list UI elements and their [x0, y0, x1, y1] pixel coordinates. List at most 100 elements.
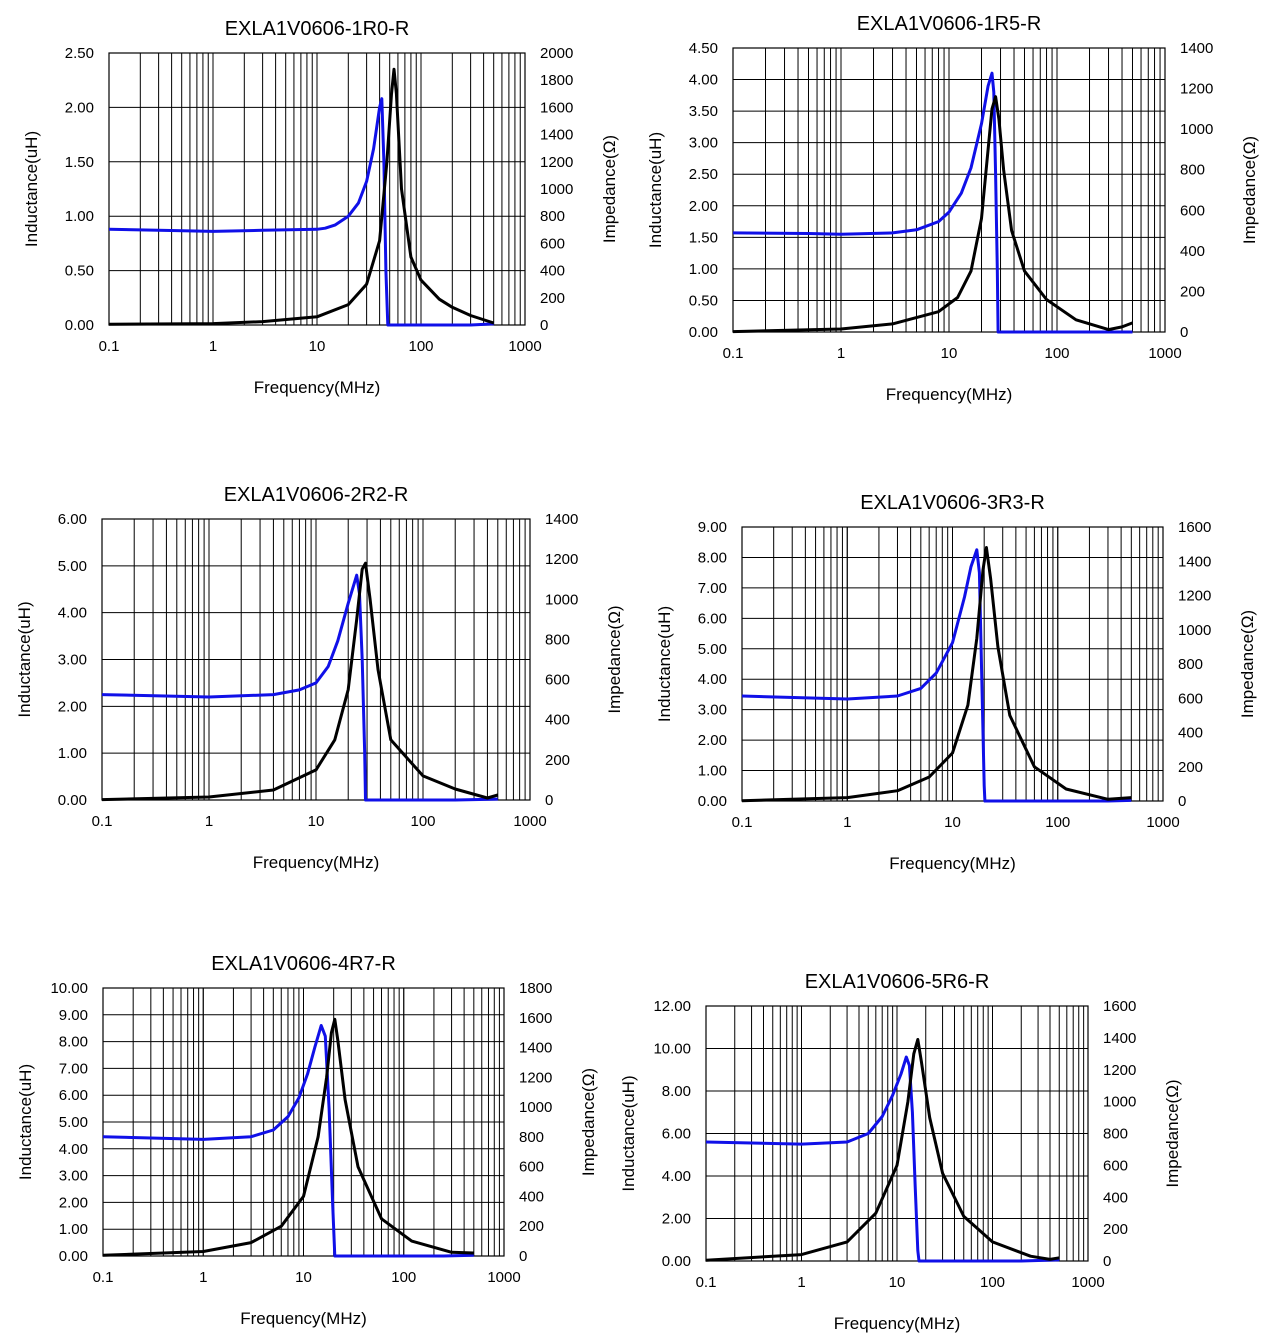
- y-left-tick-label: 6.00: [58, 511, 87, 528]
- y-right-tick-label: 1400: [540, 127, 573, 144]
- y-right-tick-label: 1400: [519, 1040, 552, 1057]
- y-right-axis-label: Impedance(Ω): [1238, 610, 1257, 718]
- y-right-tick-label: 1400: [545, 511, 578, 528]
- y-right-tick-label: 1000: [545, 591, 578, 608]
- x-tick-label: 0.1: [696, 1274, 717, 1291]
- y-right-tick-label: 1000: [540, 181, 573, 198]
- y-right-tick-label: 1400: [1103, 1030, 1136, 1047]
- y-right-tick-label: 0: [1180, 324, 1188, 341]
- y-left-tick-label: 1.00: [58, 745, 87, 762]
- x-tick-label: 0.1: [93, 1269, 114, 1286]
- y-right-tick-label: 400: [1178, 725, 1203, 742]
- chart-4: 0.00 1.00 2.00 3.00 4.00 5.00 6.00 7.00 8.00 9.00…: [655, 492, 1257, 873]
- x-axis-label: Frequency(MHz): [254, 378, 381, 397]
- y-right-tick-label: 400: [519, 1188, 544, 1205]
- y-left-tick-label: 1.50: [689, 229, 718, 246]
- y-right-tick-label: 1000: [519, 1099, 552, 1116]
- y-left-tick-label: 7.00: [698, 580, 727, 597]
- y-right-tick-label: 400: [545, 712, 570, 729]
- y-left-tick-label: 0.00: [65, 317, 94, 334]
- x-tick-label: 1: [843, 814, 851, 831]
- x-axis-label: Frequency(MHz): [834, 1314, 961, 1333]
- y-left-tick-label: 5.00: [698, 641, 727, 658]
- y-left-axis-label: Inductance(uH): [655, 606, 674, 722]
- y-left-tick-label: 9.00: [59, 1007, 88, 1024]
- x-tick-label: 10: [889, 1274, 906, 1291]
- plot-frame: [108, 52, 526, 326]
- plot-frame: [705, 1005, 1089, 1262]
- y-left-tick-label: 4.00: [59, 1141, 88, 1158]
- inductance-series-line: [101, 573, 498, 802]
- x-tick-label: 1000: [1148, 345, 1181, 362]
- y-left-tick-label: 4.50: [689, 40, 718, 57]
- y-right-tick-label: 200: [540, 290, 565, 307]
- x-tick-label: 1000: [508, 338, 541, 355]
- y-left-tick-label: 2.50: [689, 166, 718, 183]
- inductance-series-line: [102, 1024, 474, 1258]
- chart-1: 0.000.501.001.502.002.500200400600800100…: [22, 18, 619, 397]
- chart-2: 0.00 0.50 1.00 1.50 2.00 2.50 3.00 3.50 4.00 4.50…: [646, 13, 1259, 404]
- y-right-tick-label: 600: [1178, 690, 1203, 707]
- x-tick-label: 1: [797, 1274, 805, 1291]
- y-right-tick-label: 400: [1180, 243, 1205, 260]
- y-right-tick-label: 600: [545, 672, 570, 689]
- y-right-tick-label: 600: [519, 1159, 544, 1176]
- y-right-tick-label: 1400: [1180, 40, 1213, 57]
- x-tick-label: 100: [1044, 345, 1069, 362]
- y-right-tick-label: 800: [1178, 656, 1203, 673]
- y-right-tick-label: 200: [1103, 1221, 1128, 1238]
- y-left-tick-label: 5.00: [58, 558, 87, 575]
- chart-6: 0.00 2.00 4.00 6.00 8.00 10.00 12.00 0 200 400 600…: [619, 971, 1182, 1333]
- y-left-tick-label: 2.00: [58, 698, 87, 715]
- y-right-tick-label: 1200: [1180, 81, 1213, 98]
- impedance-series-line: [705, 1038, 1060, 1262]
- x-tick-label: 0.1: [99, 338, 120, 355]
- inductance-series-line: [741, 548, 1132, 803]
- y-left-tick-label: 6.00: [662, 1126, 691, 1143]
- y-left-tick-label: 1.00: [689, 261, 718, 278]
- y-left-tick-label: 8.00: [662, 1083, 691, 1100]
- y-left-axis-label: Inductance(uH): [16, 1064, 35, 1180]
- y-right-tick-label: 0: [540, 317, 548, 334]
- y-left-tick-label: 1.00: [698, 763, 727, 780]
- y-left-tick-label: 0.00: [59, 1248, 88, 1265]
- x-tick-label: 1: [199, 1269, 207, 1286]
- y-left-tick-label: 2.00: [689, 198, 718, 215]
- y-left-tick-label: 3.00: [689, 135, 718, 152]
- x-tick-label: 100: [410, 813, 435, 830]
- y-left-tick-label: 3.00: [698, 702, 727, 719]
- x-tick-label: 0.1: [92, 813, 113, 830]
- y-right-tick-label: 1200: [540, 154, 573, 171]
- x-tick-label: 10: [941, 345, 958, 362]
- y-left-tick-label: 0.00: [58, 792, 87, 809]
- y-right-tick-label: 0: [1178, 793, 1186, 810]
- x-tick-label: 100: [1045, 814, 1070, 831]
- plot-frame: [741, 526, 1164, 802]
- y-left-tick-label: 2.00: [662, 1211, 691, 1228]
- y-left-tick-label: 0.50: [689, 292, 718, 309]
- x-tick-label: 0.1: [723, 345, 744, 362]
- chart-5: 0.00 1.00 2.00 3.00 4.00 5.00 6.00 7.00 8.00 9.00…: [16, 953, 598, 1328]
- y-left-tick-label: 10.00: [653, 1041, 691, 1058]
- y-right-tick-label: 800: [540, 208, 565, 225]
- y-right-tick-label: 1000: [1180, 121, 1213, 138]
- x-tick-label: 100: [408, 338, 433, 355]
- y-right-tick-label: 200: [1180, 283, 1205, 300]
- y-left-tick-label: 6.00: [59, 1087, 88, 1104]
- y-right-axis-label: Impedance(Ω): [600, 135, 619, 243]
- y-right-tick-label: 1600: [540, 99, 573, 116]
- x-tick-label: 10: [295, 1269, 312, 1286]
- x-axis-label: Frequency(MHz): [240, 1309, 367, 1328]
- y-left-tick-label: 0.00: [662, 1253, 691, 1270]
- y-left-tick-label: 4.00: [698, 671, 727, 688]
- y-left-tick-label: 1.50: [65, 154, 94, 171]
- y-right-tick-label: 800: [545, 631, 570, 648]
- y-right-tick-label: 1600: [519, 1010, 552, 1027]
- impedance-series-line: [732, 95, 1134, 334]
- y-right-tick-label: 200: [1178, 759, 1203, 776]
- y-left-tick-label: 12.00: [653, 998, 691, 1015]
- y-left-tick-label: 0.00: [689, 324, 718, 341]
- y-left-tick-label: 0.50: [65, 263, 94, 280]
- y-left-tick-label: 4.00: [689, 72, 718, 89]
